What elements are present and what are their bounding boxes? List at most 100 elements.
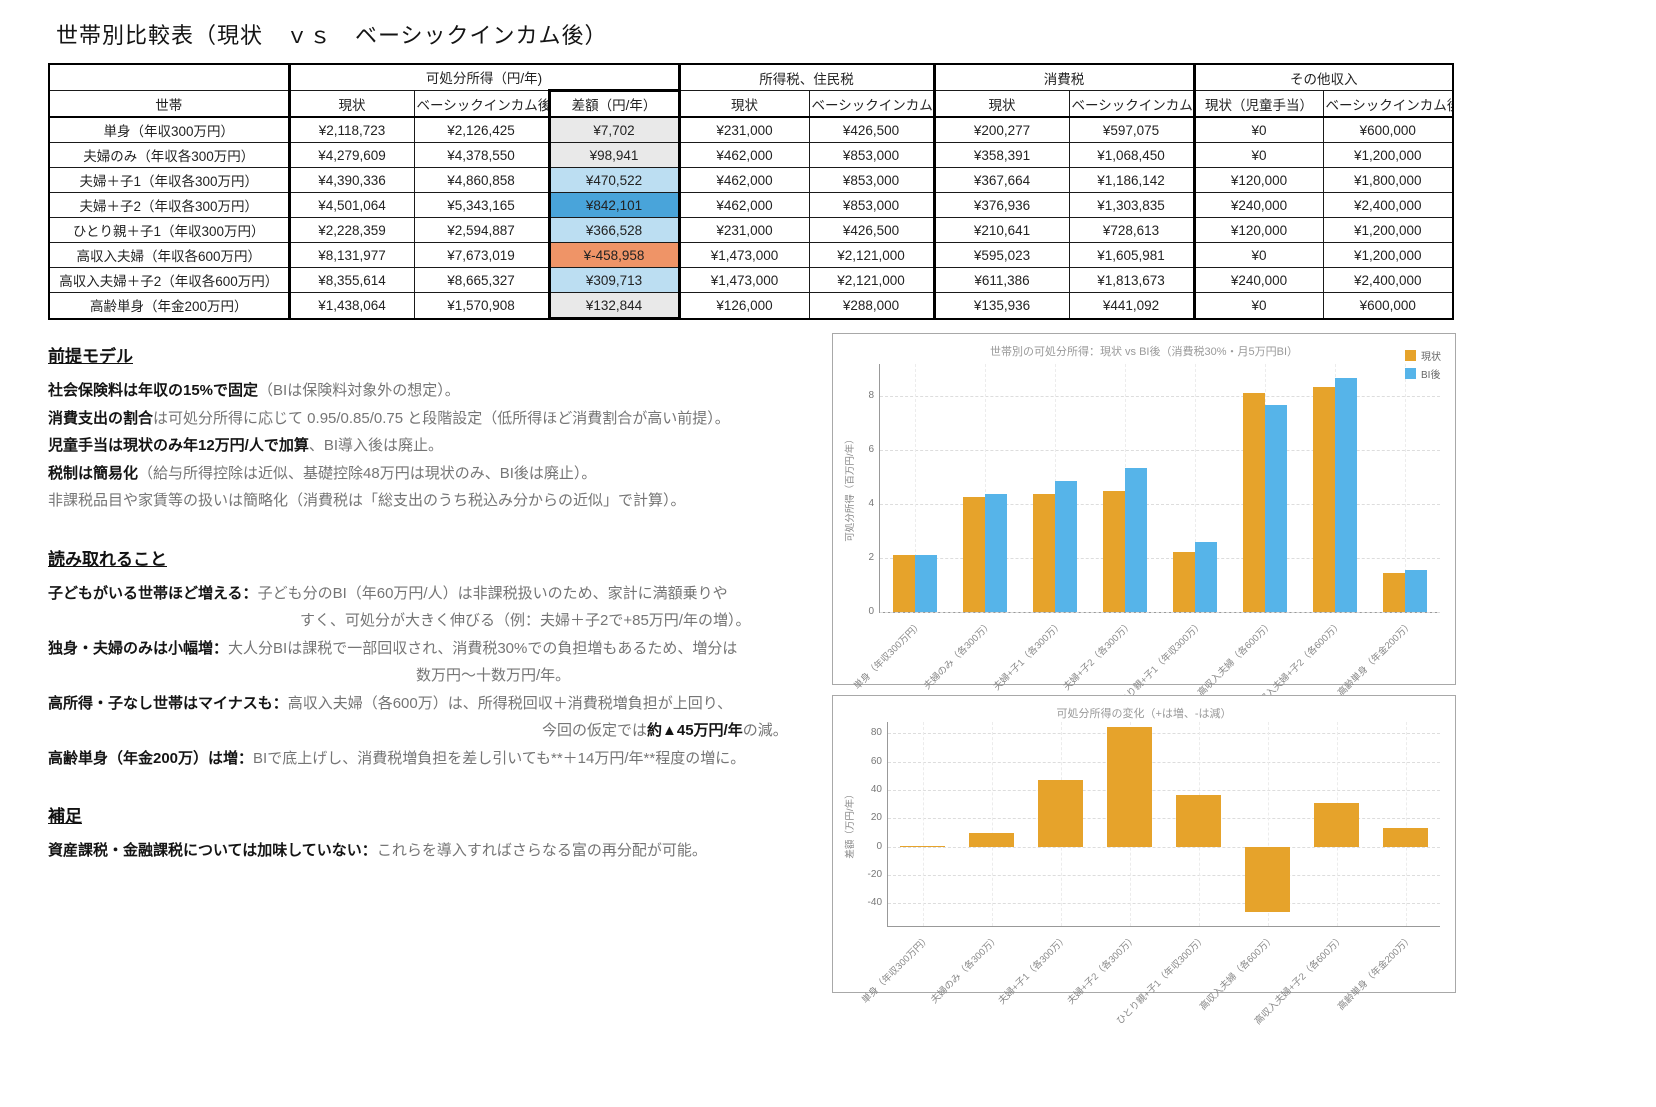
table-row: 高齢単身（年金200万円） ¥1,438,064 ¥1,570,908 ¥132,84… xyxy=(48,292,1454,320)
legend-item: 現状 xyxy=(1405,348,1441,363)
bar-BI後 xyxy=(1125,468,1147,612)
legend-label: BI後 xyxy=(1421,370,1441,381)
value-cell: ¥231,000 xyxy=(677,217,810,243)
table-row: 夫婦のみ（年収各300万円） ¥4,279,609 ¥4,378,550 ¥98,94… xyxy=(48,142,1454,168)
notes-line: 税制は簡易化（給与所得控除は近似、基礎控除48万円は現状のみ、BI後は廃止）。 xyxy=(48,460,840,488)
y-tick-label: 8 xyxy=(868,390,874,402)
section-heading: 前提モデル xyxy=(48,347,133,366)
chart-disposable-income: 世帯別の可処分所得：現状 vs BI後（消費税30%・月5万円BI） 可処分所得… xyxy=(832,333,1456,713)
value-cell: ¥120,000 xyxy=(1192,167,1324,193)
text-segment: 大人分BIは課税で一部回収され、消費税30%での負担増もあるため、増分は xyxy=(228,639,738,657)
household-label-cell: 夫婦のみ（年収各300万円） xyxy=(48,142,290,168)
x-tick-label: 単身（年収300万円） xyxy=(859,933,933,1006)
y-tick-label: 60 xyxy=(870,755,882,767)
value-cell: ¥210,641 xyxy=(932,217,1070,243)
chart-plot-area: 0 2 4 6 8 単身（年収300万円） 夫婦のみ（各300万） 夫婦+子1（各300万）夫… xyxy=(852,364,1440,713)
chart-plot-area: 80 60 40 20 0 -20 -40 単身（年収300万円） 夫婦のみ（各300万） 夫婦+… xyxy=(860,722,1440,1027)
value-cell: ¥2,400,000 xyxy=(1322,192,1454,218)
text-segment: 消費支出の割合 xyxy=(48,409,154,427)
text-segment: （給与所得控除は近似、基礎控除48万円は現状のみ、BI後は廃止）。 xyxy=(138,464,597,482)
value-cell: ¥1,800,000 xyxy=(1322,167,1454,193)
value-cell: ¥611,386 xyxy=(932,267,1070,293)
value-cell: ¥462,000 xyxy=(677,192,810,218)
bar-現状 xyxy=(1313,386,1335,612)
value-cell: ¥288,000 xyxy=(808,292,935,319)
gridline xyxy=(888,790,1440,791)
value-cell: ¥4,378,550 xyxy=(413,142,550,168)
text-segment: 高所得・子なし世帯はマイナスも： xyxy=(48,694,288,712)
gridline xyxy=(888,761,1440,763)
bar-BI後 xyxy=(1405,569,1427,612)
notes-line: 児童手当は現状のみ年12万円/人で加算、BI導入後は廃止。 xyxy=(48,432,840,460)
value-cell: ¥2,400,000 xyxy=(1322,267,1454,293)
value-cell: ¥240,000 xyxy=(1192,267,1324,293)
text-segment: これらを導入すればさらなる富の再分配が可能。 xyxy=(376,842,707,859)
difference-cell: ¥842,101 xyxy=(547,192,681,218)
text-segment: 数万円～十数万円/年。 xyxy=(416,667,571,684)
text-segment: 高齢単身（年金200万）は増： xyxy=(48,749,254,767)
text-segment: 児童手当は現状のみ年12万円/人で加算 xyxy=(48,437,309,454)
value-cell: ¥595,023 xyxy=(932,242,1070,268)
col-header-current: 現状 xyxy=(678,90,810,118)
gridline xyxy=(880,504,1440,506)
difference-cell: ¥470,522 xyxy=(547,167,681,193)
group-header-row: 可処分所得（円/年) 所得税、住民税 消費税 その他収入 xyxy=(48,63,1454,91)
y-tick-label: 0 xyxy=(868,606,874,617)
value-cell: ¥2,594,887 xyxy=(413,217,550,243)
x-tick-label: 高齢単身（年金200万） xyxy=(1335,619,1415,699)
bar-BI後 xyxy=(1265,405,1287,612)
v-gridline xyxy=(1405,722,1407,926)
difference-cell: ¥309,713 xyxy=(547,267,681,293)
gridline xyxy=(888,846,1440,848)
v-gridline xyxy=(1405,364,1406,612)
gridline xyxy=(880,558,1440,560)
value-cell: ¥2,118,723 xyxy=(287,116,415,143)
section-heading: 読み取れること xyxy=(48,549,167,569)
table-row: 夫婦＋子2（年収各300万円） ¥4,501,064 ¥5,343,165 ¥842,… xyxy=(48,192,1454,218)
notes-line: 子どもがいる世帯ほど増える：子ども分のBI（年60万円/人）は非課税扱いのため、… xyxy=(48,580,840,608)
column-header-row: 世帯 現状 ベーシックインカム後 差額（円/年） 現状 ベーシックインカム後 現… xyxy=(48,89,1454,118)
col-header-current: 現状 xyxy=(287,90,415,118)
bar-BI後 xyxy=(1335,378,1357,612)
value-cell: ¥1,186,142 xyxy=(1068,167,1195,193)
difference-cell: ¥98,941 xyxy=(547,142,681,168)
section-heading: 補足 xyxy=(48,807,82,826)
value-cell: ¥600,000 xyxy=(1322,116,1454,143)
value-cell: ¥8,131,977 xyxy=(287,242,415,268)
value-cell: ¥4,279,609 xyxy=(287,142,415,168)
bar-BI後 xyxy=(1055,480,1077,612)
legend-swatch xyxy=(1405,368,1416,379)
value-cell: ¥853,000 xyxy=(808,192,935,218)
gridline xyxy=(888,818,1440,820)
group-header-disposable-income: 可処分所得（円/年) xyxy=(287,63,680,91)
x-tick-label: 夫婦のみ（各300万） xyxy=(928,933,1002,1006)
group-header-other-income: その他収入 xyxy=(1192,63,1454,91)
v-gridline xyxy=(985,364,986,612)
comparison-table: 可処分所得（円/年) 所得税、住民税 消費税 その他収入 世帯 現状 ベーシック… xyxy=(48,63,1455,320)
bar-BI後 xyxy=(915,554,937,612)
bar-現状 xyxy=(1103,490,1125,612)
value-cell: ¥4,390,336 xyxy=(287,167,415,193)
y-tick-label: 0 xyxy=(876,840,882,852)
y-tick-label: 20 xyxy=(870,812,882,824)
value-cell: ¥853,000 xyxy=(808,142,935,168)
difference-cell: ¥-458,958 xyxy=(547,242,681,268)
value-cell: ¥240,000 xyxy=(1192,192,1324,218)
group-header-consumption-tax: 消費税 xyxy=(932,63,1195,91)
value-cell: ¥0 xyxy=(1192,116,1324,143)
value-cell: ¥853,000 xyxy=(808,167,935,193)
text-segment: （BIは保険料対象外の想定）。 xyxy=(258,382,460,399)
table-row: ひとり親＋子1（年収300万円） ¥2,228,359 ¥2,594,887 ¥366… xyxy=(48,217,1454,243)
gridline xyxy=(880,612,1440,613)
bar-差額 xyxy=(1038,779,1083,847)
value-cell: ¥4,860,858 xyxy=(413,167,550,193)
value-cell: ¥441,092 xyxy=(1068,292,1195,319)
value-cell: ¥462,000 xyxy=(677,142,810,168)
gridline xyxy=(880,450,1440,452)
difference-cell: ¥366,528 xyxy=(547,217,681,243)
y-tick-label: 40 xyxy=(870,784,882,795)
value-cell: ¥8,665,327 xyxy=(413,267,550,293)
text-segment: BIで底上げし、消費税増負担を差し引いても**＋14万円/年**程度の増に。 xyxy=(253,749,746,767)
notes-line: 今回の仮定では約▲45万円/年の減。 xyxy=(48,717,840,745)
y-tick-label: 80 xyxy=(870,727,882,739)
